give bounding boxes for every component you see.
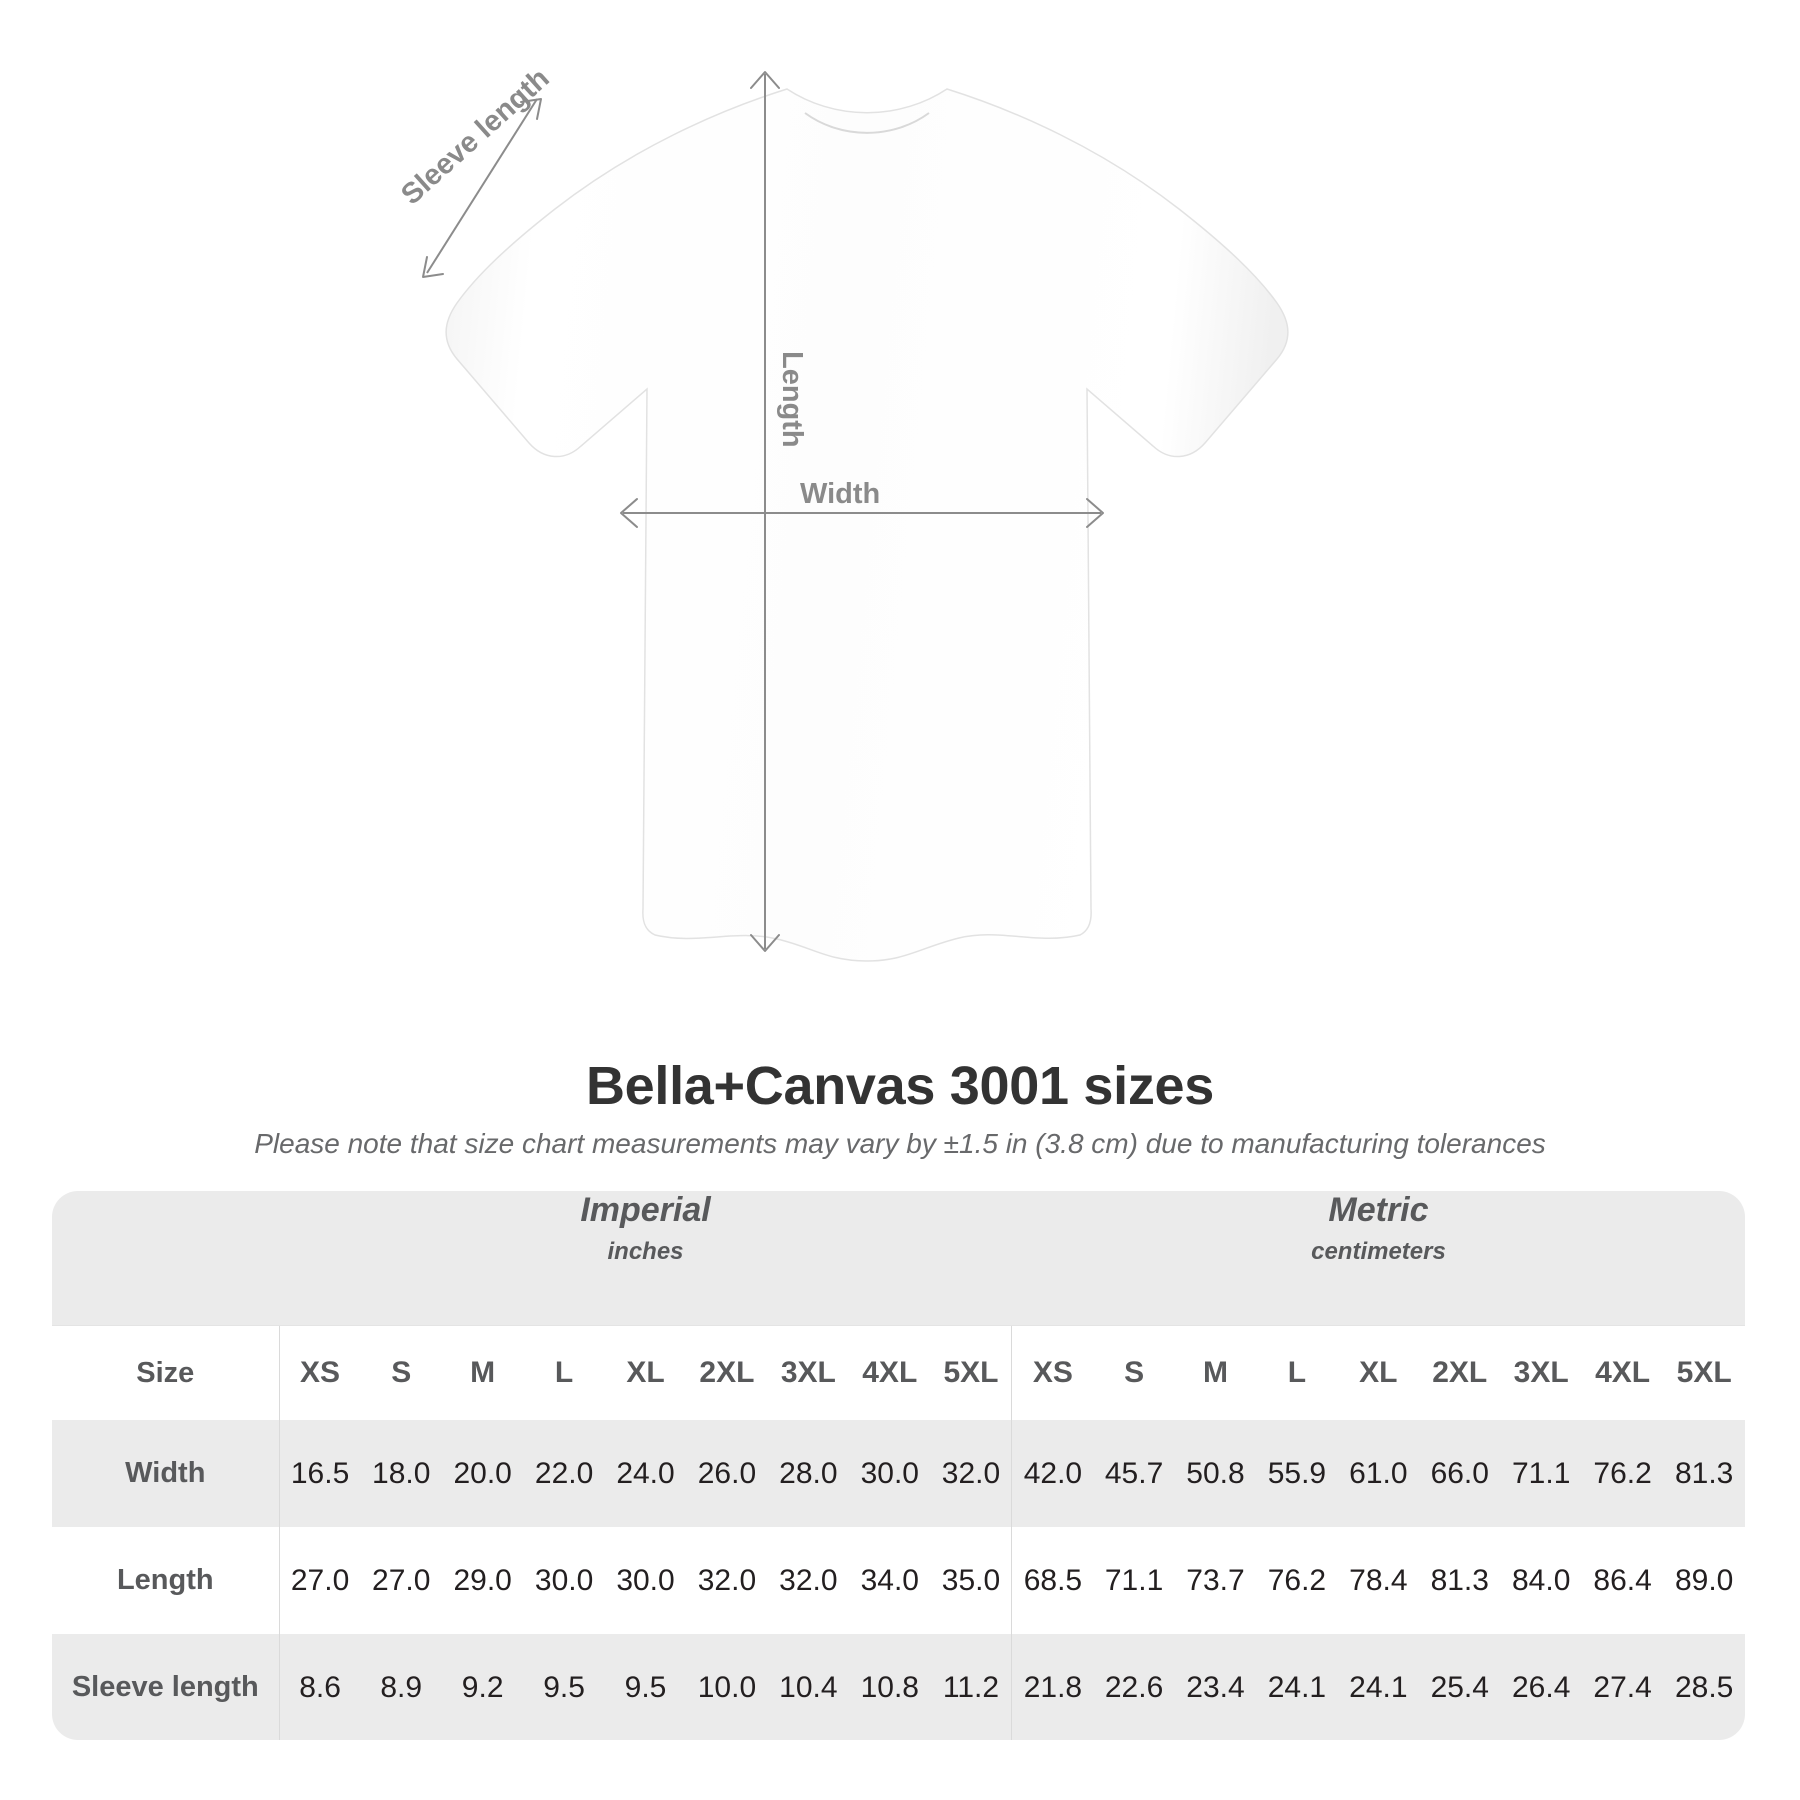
svg-text:Width: Width [800, 478, 880, 510]
svg-text:Length: Length [776, 351, 808, 448]
svg-text:Sleeve length: Sleeve length [395, 62, 555, 211]
